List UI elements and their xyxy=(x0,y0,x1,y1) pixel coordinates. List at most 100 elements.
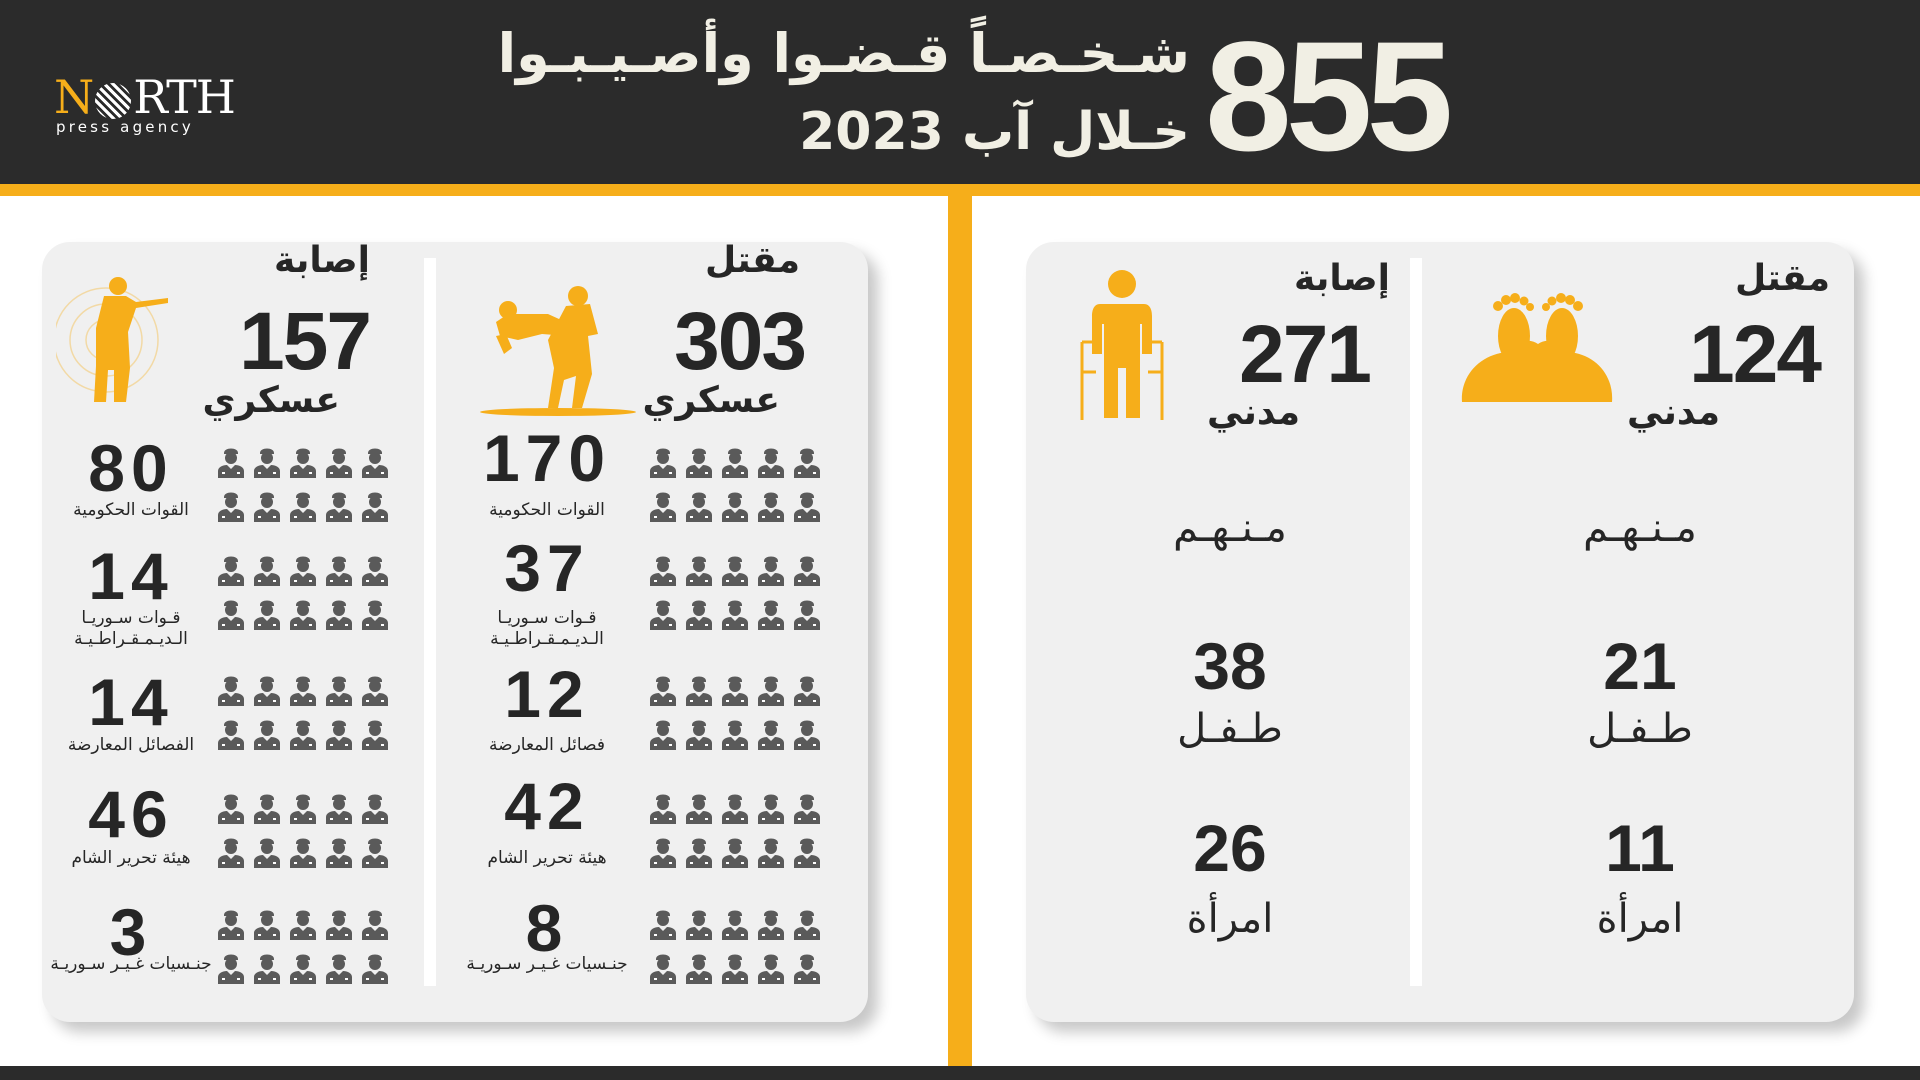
civilian-injured-of-them: مـنـهـم xyxy=(1173,505,1287,551)
accent-band xyxy=(0,184,1920,196)
soldier-head-icon xyxy=(288,906,318,944)
military-panel-divider xyxy=(424,258,436,986)
soldier-head-icon xyxy=(252,716,282,754)
soldier-head-icon xyxy=(288,950,318,988)
mk-row4-value: 42 xyxy=(504,769,590,843)
civilian-killed-children-label: طـفـل xyxy=(1587,706,1693,752)
soldier-head-icon xyxy=(720,488,750,526)
military-killed-type: عسكري xyxy=(642,380,780,421)
soldier-head-icon xyxy=(792,672,822,710)
soldier-head-icon xyxy=(792,444,822,482)
soldier-head-icon xyxy=(288,444,318,482)
soldier-head-icon xyxy=(288,552,318,590)
civilian-injured-children-value: 38 xyxy=(1193,629,1267,703)
header-bar xyxy=(0,0,1920,184)
soldier-head-icon xyxy=(792,716,822,754)
soldier-head-icon xyxy=(324,552,354,590)
mi-row5-value: 3 xyxy=(109,895,153,969)
soldier-head-icon xyxy=(252,790,282,828)
soldier-head-icon xyxy=(324,834,354,872)
soldier-head-icon xyxy=(684,950,714,988)
civilian-injured-count: 271 xyxy=(1239,309,1372,400)
mi-row1-label: القوات الحكومية xyxy=(73,500,189,520)
soldier-head-icon xyxy=(756,834,786,872)
soldier-head-icon xyxy=(252,672,282,710)
mk-row1-label: القوات الحكومية xyxy=(489,500,605,520)
aiming-soldier-icon xyxy=(56,277,168,402)
soldier-head-icon xyxy=(684,834,714,872)
soldier-head-icon xyxy=(288,488,318,526)
soldier-head-icon xyxy=(684,790,714,828)
headline-line-2: خـلال آب 2023 xyxy=(799,102,1190,162)
soldier-head-icon xyxy=(720,950,750,988)
feet-under-sheet-icon xyxy=(1461,293,1613,402)
mk-row3-value: 12 xyxy=(504,657,590,731)
soldier-head-icon xyxy=(720,444,750,482)
soldier-head-icon xyxy=(684,488,714,526)
soldier-head-icon xyxy=(792,834,822,872)
soldier-head-icon xyxy=(792,790,822,828)
soldier-head-icon xyxy=(324,672,354,710)
soldier-head-icon xyxy=(756,790,786,828)
soldier-head-icon xyxy=(360,488,390,526)
soldier-head-icon xyxy=(720,790,750,828)
civilian-injured-children-label: طـفـل xyxy=(1177,706,1283,752)
soldier-head-icon xyxy=(756,906,786,944)
soldier-head-icon xyxy=(648,444,678,482)
soldier-head-icon xyxy=(216,716,246,754)
soldier-head-icon xyxy=(756,444,786,482)
soldier-head-icon xyxy=(324,906,354,944)
soldier-head-icon xyxy=(756,950,786,988)
soldier-head-icon xyxy=(252,444,282,482)
soldier-head-icon xyxy=(360,596,390,634)
soldier-head-icon xyxy=(792,596,822,634)
soldier-head-icon xyxy=(720,596,750,634)
soldier-head-icon xyxy=(288,834,318,872)
soldier-head-icon xyxy=(216,672,246,710)
soldier-head-icon xyxy=(216,552,246,590)
soldier-head-icon xyxy=(720,834,750,872)
mk-row4-label: هيئة تحرير الشام xyxy=(487,848,607,868)
soldier-head-icon xyxy=(252,950,282,988)
soldier-head-icon xyxy=(252,906,282,944)
mi-row4-value: 46 xyxy=(88,777,174,851)
soldier-head-icon xyxy=(360,834,390,872)
civilian-killed-count: 124 xyxy=(1689,309,1822,400)
mi-row2-label: قـوات سـوريـا الـديـمـقـراطـيـة xyxy=(74,608,188,649)
soldier-head-icon xyxy=(756,672,786,710)
mk-row5-value: 8 xyxy=(525,891,569,965)
military-panel xyxy=(42,242,868,1022)
soldier-head-icon xyxy=(216,596,246,634)
civilian-panel-divider xyxy=(1410,258,1422,986)
soldier-head-icon xyxy=(720,906,750,944)
soldier-head-icon xyxy=(792,950,822,988)
military-killed-label: مقتل xyxy=(704,240,800,281)
soldier-head-icon xyxy=(648,716,678,754)
soldier-head-icon xyxy=(324,790,354,828)
soldier-head-icon xyxy=(792,906,822,944)
soldier-head-icon xyxy=(252,834,282,872)
soldier-head-icon xyxy=(360,444,390,482)
soldier-head-icon xyxy=(360,716,390,754)
soldier-head-icon xyxy=(288,716,318,754)
soldier-head-icon xyxy=(216,834,246,872)
soldier-head-icon xyxy=(648,950,678,988)
soldier-head-icon xyxy=(684,906,714,944)
soldier-head-icon xyxy=(216,444,246,482)
soldier-head-icon xyxy=(648,790,678,828)
soldier-head-icon xyxy=(792,488,822,526)
soldier-head-icon xyxy=(720,672,750,710)
civilian-panel xyxy=(1026,242,1854,1022)
soldier-head-icon xyxy=(720,552,750,590)
soldier-head-icon xyxy=(360,790,390,828)
soldier-head-icon xyxy=(648,906,678,944)
mk-row1-value: 170 xyxy=(482,421,612,495)
soldier-head-icon xyxy=(648,834,678,872)
soldier-head-icon xyxy=(216,906,246,944)
soldier-head-icon xyxy=(216,950,246,988)
soldier-head-icon xyxy=(360,950,390,988)
civilian-killed-of-them: مـنـهـم xyxy=(1583,505,1697,551)
carried-soldier-icon xyxy=(480,286,636,416)
military-injured-label: إصابة xyxy=(274,240,370,281)
mk-row5-label: جنـسيات غـيـر سـوريـة xyxy=(466,954,628,974)
